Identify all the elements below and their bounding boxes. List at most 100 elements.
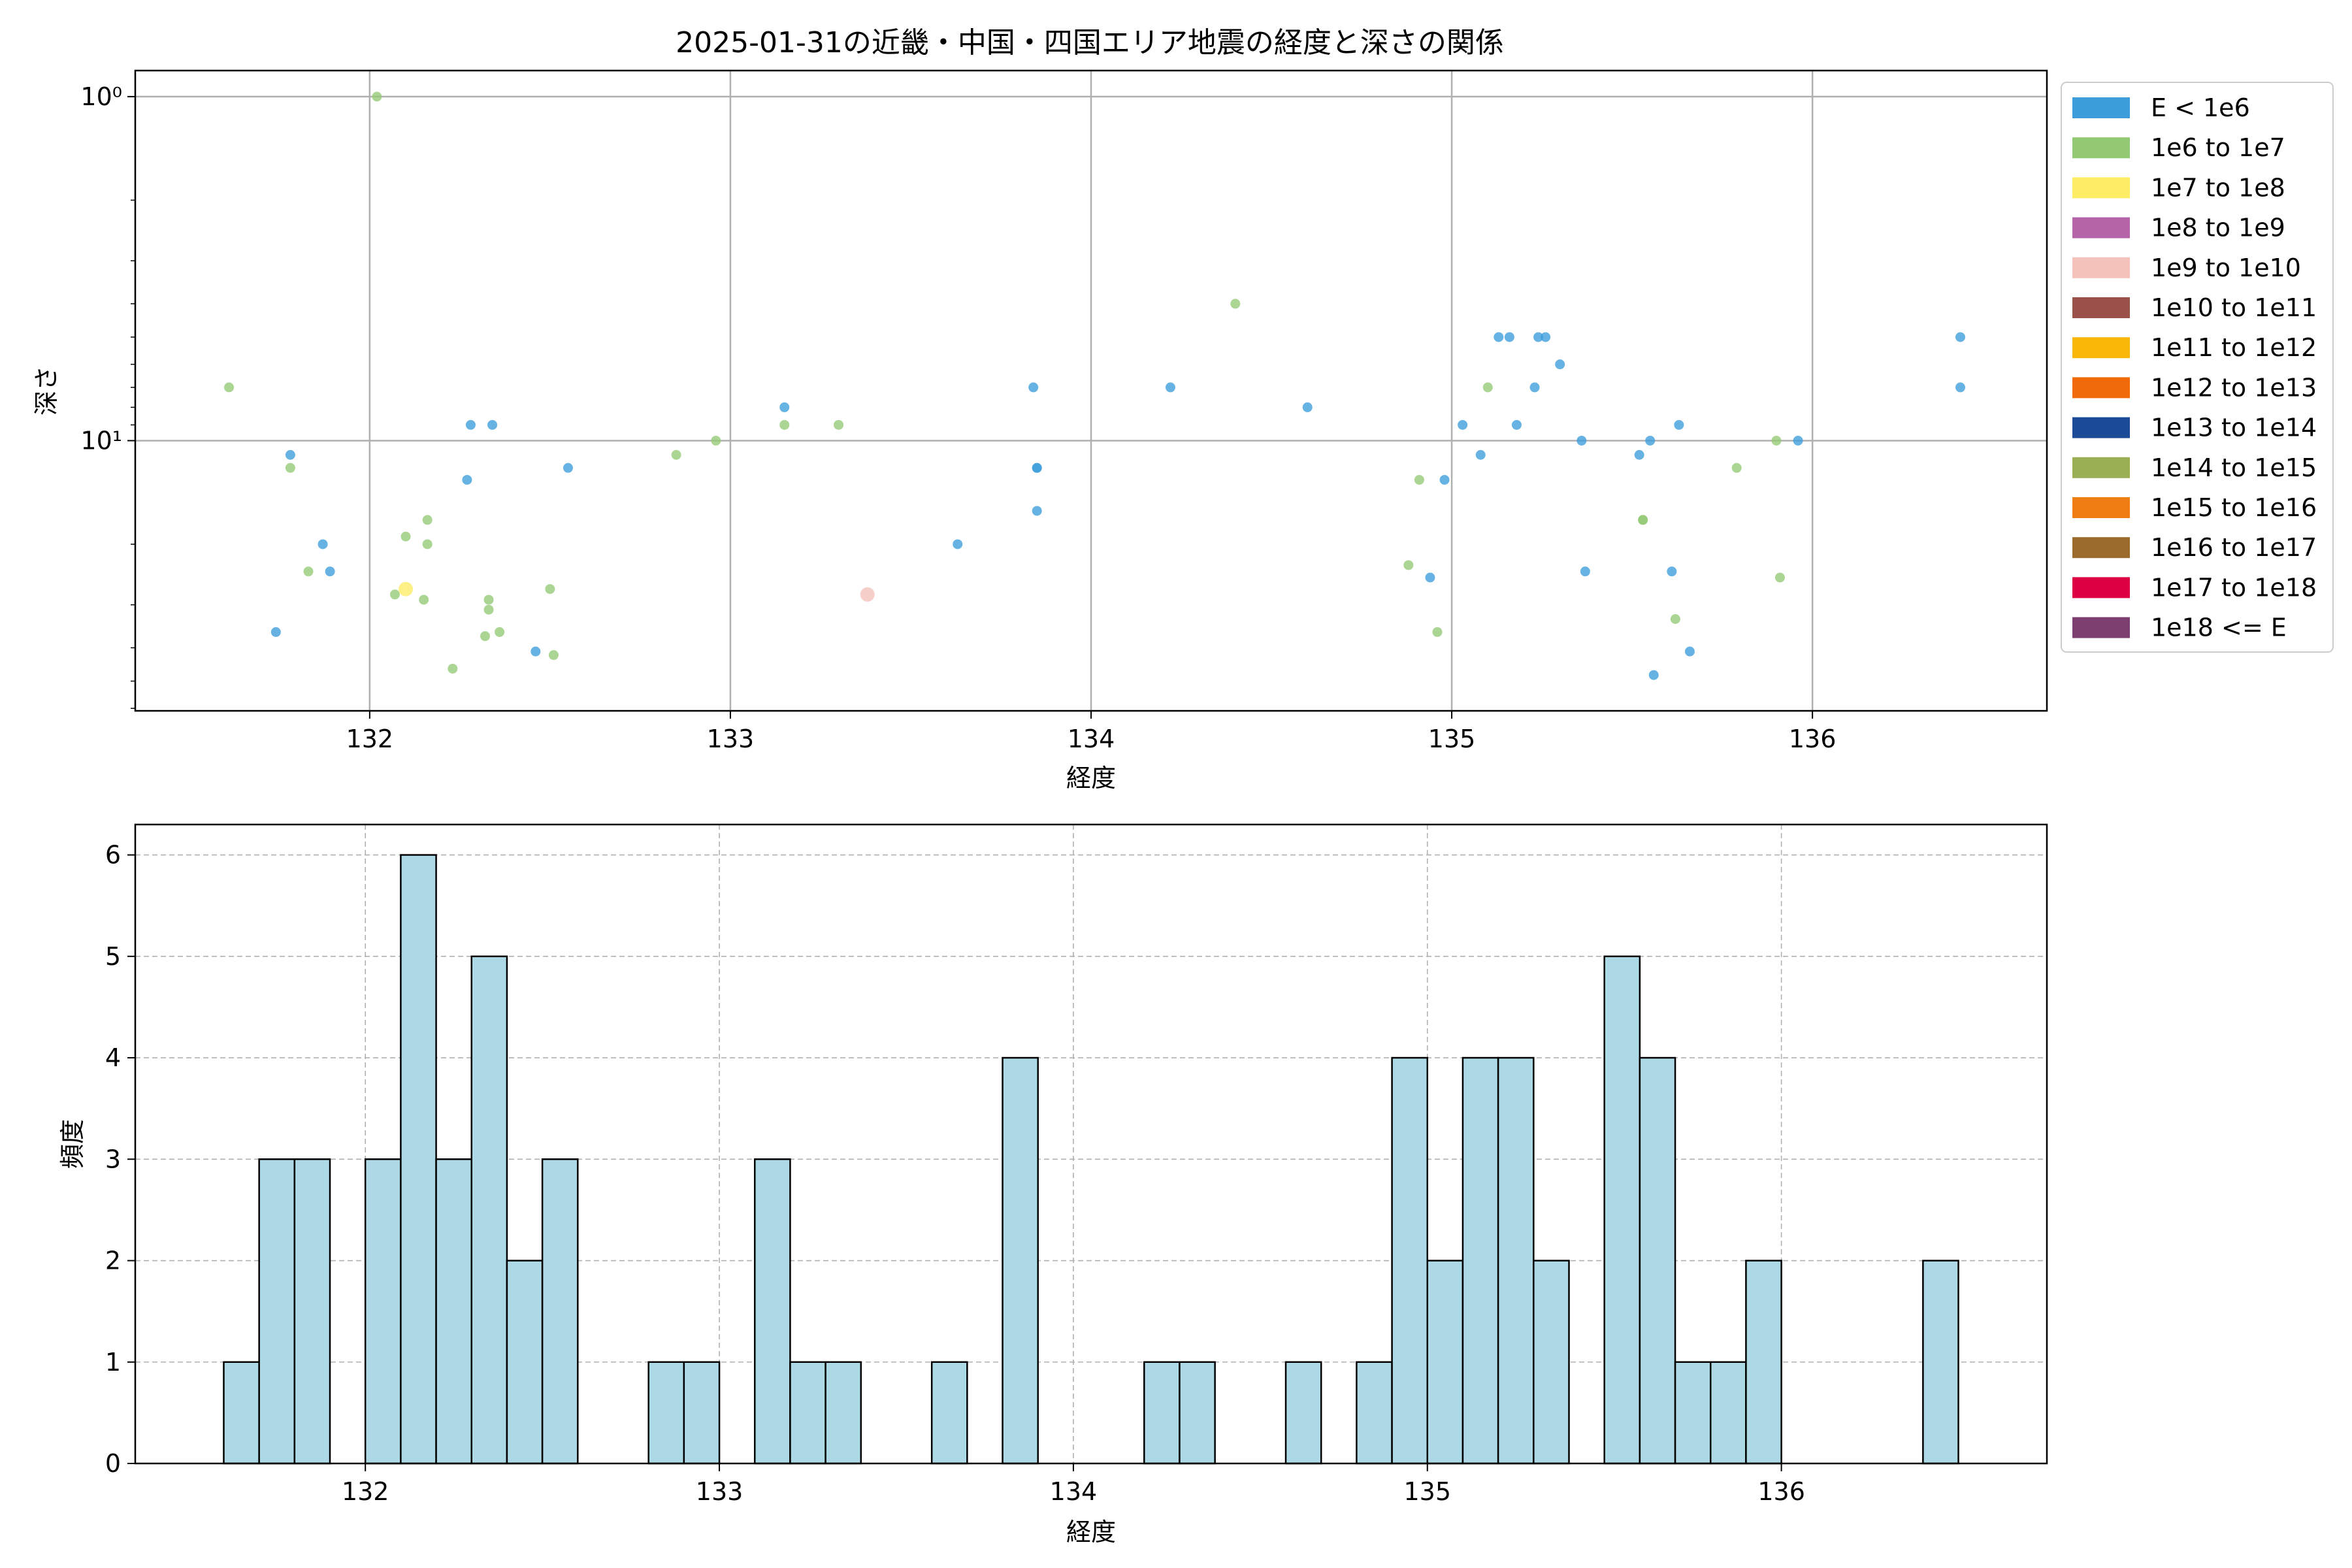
scatter-point (1414, 474, 1424, 485)
scatter-panel: 2025-01-31の近畿・中国・四国エリア地震の経度と深さの関係 132 133… (32, 26, 2334, 792)
scatter-point (1634, 449, 1644, 460)
scatter-point (1580, 566, 1590, 577)
legend-label: E < 1e6 (2151, 93, 2250, 122)
scatter-point (422, 539, 433, 549)
scatter-point (318, 539, 328, 549)
scatter-point (1458, 419, 1468, 430)
scatter-point (465, 419, 476, 430)
legend-swatch (2072, 497, 2130, 518)
legend-swatch (2072, 457, 2130, 478)
histogram-y-tick-label: 6 (105, 841, 121, 870)
legend: E < 1e6 1e6 to 1e7 1e7 to 1e8 1e8 to 1e9 1e9… (2061, 82, 2334, 653)
scatter-point (372, 91, 382, 102)
scatter-point (389, 589, 400, 600)
scatter-point (325, 566, 335, 577)
histogram-x-tick-label: 134 (1050, 1477, 1098, 1506)
legend-swatch (2072, 537, 2130, 559)
scatter-points (224, 91, 1966, 680)
scatter-point (834, 419, 844, 430)
histogram-bar (1922, 1260, 1959, 1465)
legend-label: 1e16 to 1e17 (2151, 533, 2317, 562)
legend-label: 1e10 to 1e11 (2151, 293, 2317, 322)
scatter-point (1670, 613, 1680, 624)
histogram-bar (1603, 955, 1641, 1465)
scatter-point (270, 627, 281, 637)
scatter-point (1432, 627, 1443, 637)
histogram-y-tick-label: 5 (105, 942, 121, 971)
scatter-point (1482, 382, 1493, 393)
scatter-point (400, 531, 411, 542)
histogram-bar (223, 1361, 260, 1465)
scatter-x-ticks: 132 133 134 135 136 (346, 711, 1837, 753)
scatter-point (953, 539, 963, 549)
scatter-point (779, 402, 790, 412)
legend-label: 1e14 to 1e15 (2151, 453, 2317, 482)
histogram-bar (683, 1361, 721, 1465)
histogram-bar (1426, 1260, 1464, 1465)
scatter-point (1494, 332, 1504, 342)
scatter-point (548, 650, 559, 661)
histogram-bar (364, 1158, 402, 1465)
scatter-x-tick-label: 132 (346, 725, 394, 753)
legend-swatch (2072, 137, 2130, 159)
scatter-point (1955, 382, 1966, 393)
scatter-point (399, 581, 414, 596)
scatter-point (483, 604, 494, 615)
scatter-point (1230, 299, 1241, 309)
scatter-point (531, 646, 541, 657)
histogram-bar (1143, 1361, 1181, 1465)
scatter-point (495, 627, 505, 637)
scatter-point (860, 587, 875, 602)
scatter-point (1684, 646, 1695, 657)
scatter-point (285, 449, 295, 460)
histogram-y-tick-label: 3 (105, 1145, 121, 1173)
legend-label: 1e9 to 1e10 (2151, 253, 2301, 282)
histogram-y-tick-label: 4 (105, 1043, 121, 1072)
histogram-bar (1356, 1361, 1393, 1465)
scatter-point (422, 515, 433, 525)
scatter-x-tick-label: 136 (1789, 725, 1837, 753)
scatter-point (1731, 463, 1742, 473)
scatter-point (487, 419, 498, 430)
legend-swatch (2072, 377, 2130, 399)
scatter-point (1774, 572, 1785, 583)
histogram-bar (753, 1158, 791, 1465)
histogram-y-axis-label: 頻度 (58, 1119, 87, 1169)
chart-title: 2025-01-31の近畿・中国・四国エリア地震の経度と深さの関係 (676, 26, 1504, 59)
scatter-point (303, 566, 314, 577)
scatter-point (1674, 419, 1684, 430)
scatter-point (1439, 474, 1450, 485)
histogram-y-tick-label: 0 (105, 1449, 121, 1478)
histogram-bar (647, 1361, 685, 1465)
scatter-point (1955, 332, 1966, 342)
legend-label: 1e15 to 1e16 (2151, 493, 2317, 522)
scatter-point (1533, 332, 1544, 342)
legend-items: E < 1e6 1e6 to 1e7 1e7 to 1e8 1e8 to 1e9 1e9… (2072, 93, 2317, 642)
legend-swatch (2072, 417, 2130, 438)
scatter-point (1645, 435, 1656, 446)
histogram-bar (1179, 1361, 1216, 1465)
histogram-bar (1709, 1361, 1747, 1465)
histogram-bar (1284, 1361, 1322, 1465)
histogram-bar (1533, 1260, 1570, 1465)
scatter-x-axis-label: 経度 (1066, 764, 1116, 792)
scatter-point (711, 435, 721, 446)
histogram-y-ticks: 0 1 2 3 4 5 6 (105, 841, 135, 1478)
histogram-bar (1391, 1056, 1429, 1465)
legend-swatch (2072, 217, 2130, 238)
scatter-point (1504, 332, 1514, 342)
histogram-x-tick-label: 135 (1403, 1477, 1451, 1506)
legend-label: 1e18 <= E (2151, 613, 2287, 642)
legend-swatch (2072, 97, 2130, 118)
histogram-x-tick-label: 133 (696, 1477, 743, 1506)
scatter-point (462, 474, 472, 485)
histogram-bar (1462, 1056, 1499, 1465)
scatter-point (779, 419, 790, 430)
scatter-point (545, 584, 555, 595)
scatter-point (480, 631, 491, 642)
histogram-bar (1497, 1056, 1535, 1465)
histogram-bar (435, 1158, 473, 1465)
scatter-point (1771, 435, 1782, 446)
scatter-point (1576, 435, 1587, 446)
scatter-x-tick-label: 133 (707, 725, 755, 753)
